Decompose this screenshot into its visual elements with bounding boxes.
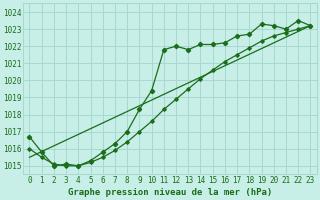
X-axis label: Graphe pression niveau de la mer (hPa): Graphe pression niveau de la mer (hPa) bbox=[68, 188, 272, 197]
